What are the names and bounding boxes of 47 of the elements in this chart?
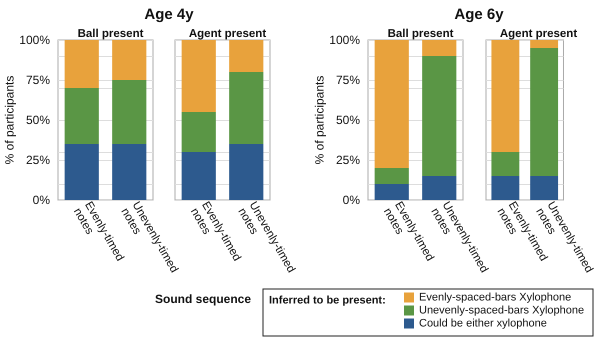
bar (182, 112, 216, 152)
bar (530, 176, 558, 200)
bar (112, 80, 146, 144)
bar (422, 176, 456, 200)
legend-label: Could be either xylophone (419, 318, 547, 330)
y-tick-label: 25% (336, 153, 360, 167)
bar (112, 40, 146, 80)
legend-label: Unevenly-spaced-bars Xylophone (419, 304, 584, 316)
bar (530, 40, 558, 48)
bar (229, 72, 264, 144)
bar (491, 152, 520, 176)
bar (374, 184, 409, 200)
bar (229, 144, 264, 200)
chart-subtitle: Agent present (500, 28, 578, 40)
y-tick-label: 100% (19, 33, 50, 47)
bar (64, 88, 99, 144)
y-axis-title: % of participants (2, 76, 16, 164)
bar (374, 168, 409, 184)
x-axis-title: Sound sequence (155, 292, 252, 306)
chart-subtitle: Ball present (388, 28, 454, 40)
y-tick-label: 75% (26, 73, 50, 87)
chart-subtitle: Ball present (78, 28, 144, 40)
y-tick-label: 50% (26, 113, 50, 127)
bar (64, 40, 99, 88)
bar (530, 48, 558, 176)
y-axis-title: % of participants (312, 76, 326, 164)
bar (229, 40, 264, 72)
legend-label: Evenly-spaced-bars Xylophone (419, 292, 572, 304)
y-tick-label: 25% (26, 153, 50, 167)
y-tick-label: 0% (342, 193, 360, 207)
bar (374, 40, 409, 168)
chart-title: Age 6y (454, 6, 504, 23)
bar (491, 40, 520, 152)
bar (64, 144, 99, 200)
y-tick-label: 0% (32, 193, 50, 207)
bar (112, 144, 146, 200)
bar (182, 40, 216, 112)
bar (182, 152, 216, 200)
bar (422, 56, 456, 176)
y-tick-label: 100% (329, 33, 360, 47)
legend-title: Inferred to be present: (269, 294, 386, 306)
chart-title: Age 4y (144, 6, 194, 23)
chart-subtitle: Agent present (188, 28, 266, 40)
y-tick-label: 75% (336, 73, 360, 87)
y-tick-label: 50% (336, 113, 360, 127)
bar (491, 176, 520, 200)
bar (422, 40, 456, 56)
